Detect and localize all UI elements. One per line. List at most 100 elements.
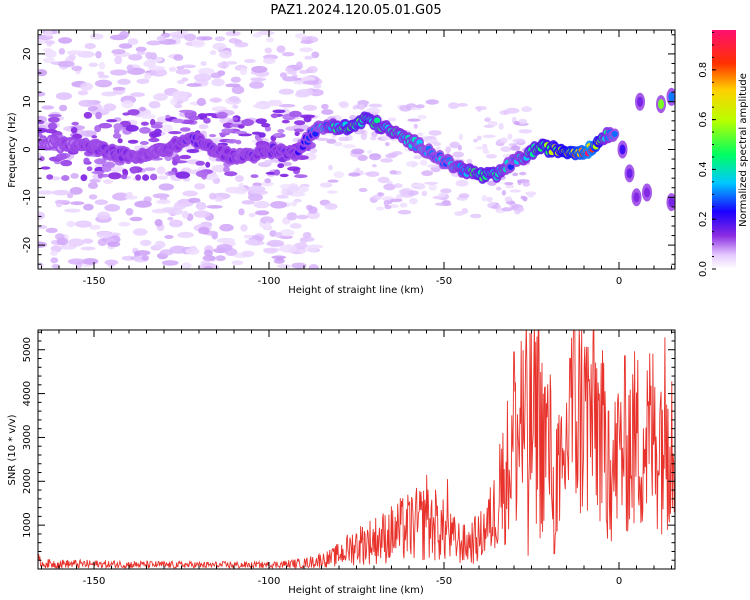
spectrogram-noise-blob [78,99,96,107]
spectrogram-noise-blob [250,174,259,179]
spectrogram-noise-blob [311,51,320,59]
spectrogram-noise-blob [454,211,465,216]
spectrogram-noise-blob [385,153,397,159]
spectrogram-noise-blob [473,138,478,143]
spectrogram-noise-blob [219,50,233,59]
spectrogram-noise-blob [156,35,166,42]
spectrogram-noise-blob [140,121,149,126]
spectrogram-noise-blob [150,124,163,129]
x-tick-label: -150 [83,276,106,287]
spectrogram-noise-blob [127,139,139,144]
spectrogram-noise-blob [50,250,58,256]
ridge-segment-core [644,187,650,198]
spectrogram-noise-blob [91,135,98,139]
spectrogram-noise-blob [103,179,114,185]
spectrogram-noise-blob [300,40,313,44]
spectrogram-noise-blob [261,181,274,187]
spectrogram-noise-blob [214,196,224,202]
spectrogram-noise-blob [289,223,302,229]
spectrogram-noise-blob [68,238,85,247]
spectrogram-noise-blob [241,118,254,127]
spectrogram-noise-blob [247,185,266,193]
spectrogram-noise-blob [509,189,522,193]
spectrogram-noise-blob [501,189,507,196]
spectrogram-noise-blob [144,72,152,80]
spectrogram-noise-blob [298,248,307,254]
spectrogram-noise-blob [505,184,515,189]
spectrogram-noise-blob [200,61,207,66]
ridge-segment-core [633,192,640,203]
spectrogram-noise-blob [377,176,390,184]
spectrogram-noise-blob [428,130,442,136]
spectrogram-noise-blob [203,265,213,269]
figure-title: PAZ1.2024.120.05.01.G05 [270,3,441,18]
spectrogram-ridge [38,87,675,212]
spectrogram-noise-blob [279,72,288,78]
spectrogram-noise-blob [282,161,292,167]
spectrogram-noise-blob [148,101,161,109]
spectrogram-noise-blob [263,57,276,64]
spectrogram-noise-blob [309,89,324,97]
spectrogram-noise-blob [148,137,160,143]
spectrogram-noise-blob [287,185,300,192]
spectrogram-noise-blob [127,38,139,45]
spectrogram-noise-blob [500,137,508,144]
spectrogram-noise-blob [238,182,245,191]
spectrogram-noise-blob [277,264,292,268]
spectrogram-noise-blob [118,43,133,49]
spectrogram-noise-blob [61,175,70,181]
spectrogram-noise-blob [193,210,211,218]
spectrogram-noise-blob [179,154,192,160]
spectrogram-noise-blob [67,258,86,265]
spectrogram-noise-blob [167,216,174,221]
spectrogram-noise-blob [198,226,210,235]
spectrogram-noise-blob [512,172,519,177]
spectrogram-noise-blob [253,200,270,209]
spectrogram-noise-blob [445,146,451,154]
spectrogram-noise-blob [263,248,278,254]
spectrogram-noise-blob [66,50,84,55]
spectrogram-noise-blob [232,104,239,109]
spectrogram-noise-blob [243,234,253,239]
spectrogram-noise-blob [248,212,256,218]
spectrogram-noise-blob [491,205,498,209]
spectrogram-noise-blob [148,65,166,71]
spectrogram-noise-blob [181,210,189,219]
spectrogram-noise-blob [164,234,174,239]
spectrogram-noise-blob [393,183,403,189]
spectrogram-noise-blob [277,163,285,169]
spectrogram-noise-blob [419,159,428,166]
spectrogram-noise-blob [206,205,223,209]
spectrogram-noise-blob [48,122,58,130]
ridge-core [611,131,618,137]
spectrogram-noise-blob [238,208,245,216]
spectrogram-noise-blob [299,69,310,74]
spectrogram-noise-blob [114,55,123,65]
spectrogram-noise-blob [504,182,514,186]
spectrogram-noise-blob [104,259,119,266]
colorbar-tick-label: 0.8 [698,62,709,78]
spectrogram-noise-blob [209,97,223,103]
spectrogram-noise-blob [250,77,267,82]
spectrogram-noise-blob [111,49,126,55]
spectrogram-noise-blob [195,170,209,178]
spectrogram-noise-blob [383,183,396,191]
spectrogram-noise-blob [299,47,313,53]
spectrogram-noise-blob [103,103,117,112]
spectrogram-noise-blob [482,150,490,155]
spectrogram-noise-blob [407,118,421,122]
spectrogram-noise-blob [121,100,134,109]
spectrogram-noise-blob [113,123,123,131]
spectrogram-noise-blob [514,210,521,215]
spectrogram-noise-blob [275,232,283,238]
spectrogram-noise-blob [168,66,177,72]
spectrogram-noise-blob [273,169,281,176]
spectrogram-noise-blob [71,65,83,72]
spectrogram-noise-blob [368,153,382,161]
spectrogram-noise-blob [351,148,365,155]
spectrogram-noise-blob [170,98,178,106]
spectrogram-noise-blob [388,117,397,122]
spectrogram-noise-blob [241,200,255,205]
spectrogram-noise-blob [282,76,297,82]
spectrogram-noise-blob [98,122,113,129]
